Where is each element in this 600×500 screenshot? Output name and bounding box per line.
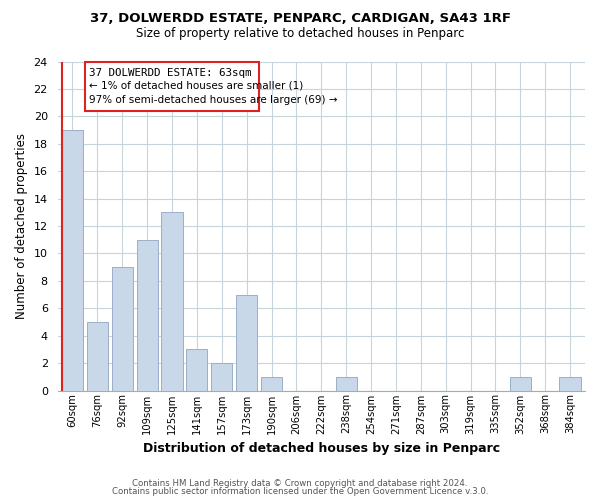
Bar [112,267,133,390]
Bar [137,240,158,390]
Text: Contains HM Land Registry data © Crown copyright and database right 2024.: Contains HM Land Registry data © Crown c… [132,478,468,488]
Text: 37 DOLWERDD ESTATE: 63sqm: 37 DOLWERDD ESTATE: 63sqm [89,68,251,78]
X-axis label: Distribution of detached houses by size in Penparc: Distribution of detached houses by size … [143,442,500,455]
Bar [559,377,581,390]
Text: ← 1% of detached houses are smaller (1): ← 1% of detached houses are smaller (1) [89,80,303,90]
Text: Contains public sector information licensed under the Open Government Licence v.: Contains public sector information licen… [112,487,488,496]
Bar [261,377,282,390]
Bar [236,294,257,390]
Y-axis label: Number of detached properties: Number of detached properties [15,133,28,319]
Bar [161,212,182,390]
Text: 37, DOLWERDD ESTATE, PENPARC, CARDIGAN, SA43 1RF: 37, DOLWERDD ESTATE, PENPARC, CARDIGAN, … [89,12,511,26]
Bar [62,130,83,390]
Bar [510,377,531,390]
Text: 97% of semi-detached houses are larger (69) →: 97% of semi-detached houses are larger (… [89,95,337,105]
Bar [87,322,108,390]
FancyBboxPatch shape [85,62,259,111]
Bar [335,377,357,390]
Text: Size of property relative to detached houses in Penparc: Size of property relative to detached ho… [136,28,464,40]
Bar [211,363,232,390]
Bar [186,350,208,391]
